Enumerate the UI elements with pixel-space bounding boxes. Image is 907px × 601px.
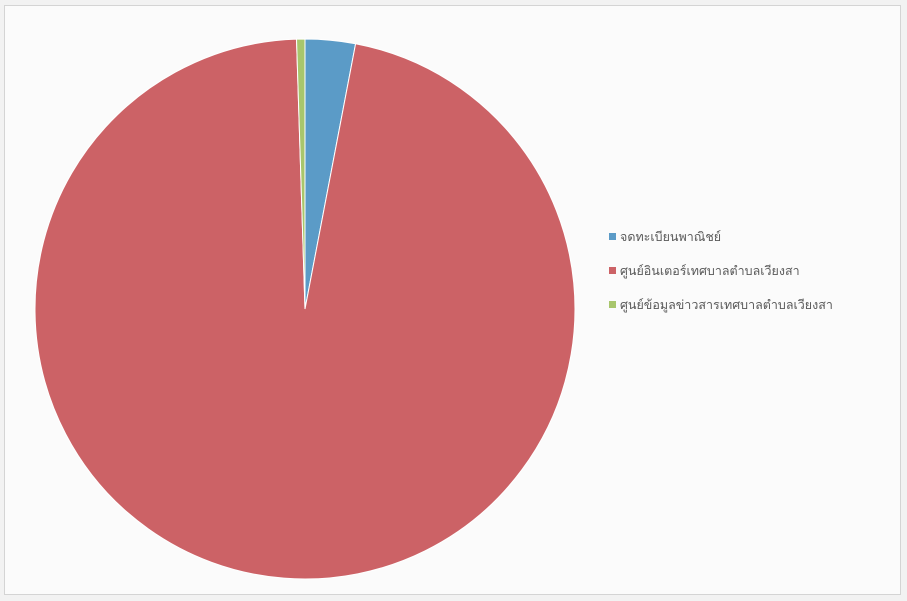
legend: จดทะเบียนพาณิชย์ ศูนย์อินเตอร์เทศบาลตำบล… [609, 229, 899, 313]
pie-slices [34, 38, 576, 580]
legend-label: ศูนย์อินเตอร์เทศบาลตำบลเวียงสา [620, 263, 800, 278]
legend-swatch [609, 267, 616, 274]
pie-slice-internet-center [34, 38, 576, 580]
pie-chart [34, 38, 576, 580]
legend-item-information-center: ศูนย์ข้อมูลข่าวสารเทศบาลตำบลเวียงสา [609, 297, 899, 313]
legend-swatch [609, 233, 616, 240]
legend-label: ศูนย์ข้อมูลข่าวสารเทศบาลตำบลเวียงสา [620, 297, 833, 312]
chart-area: จดทะเบียนพาณิชย์ ศูนย์อินเตอร์เทศบาลตำบล… [4, 5, 901, 595]
legend-item-internet-center: ศูนย์อินเตอร์เทศบาลตำบลเวียงสา [609, 263, 899, 279]
pie-slice-information-center [296, 38, 306, 310]
legend-swatch [609, 301, 616, 308]
legend-label: จดทะเบียนพาณิชย์ [620, 229, 722, 244]
legend-item-commerce-registration: จดทะเบียนพาณิชย์ [609, 229, 899, 245]
